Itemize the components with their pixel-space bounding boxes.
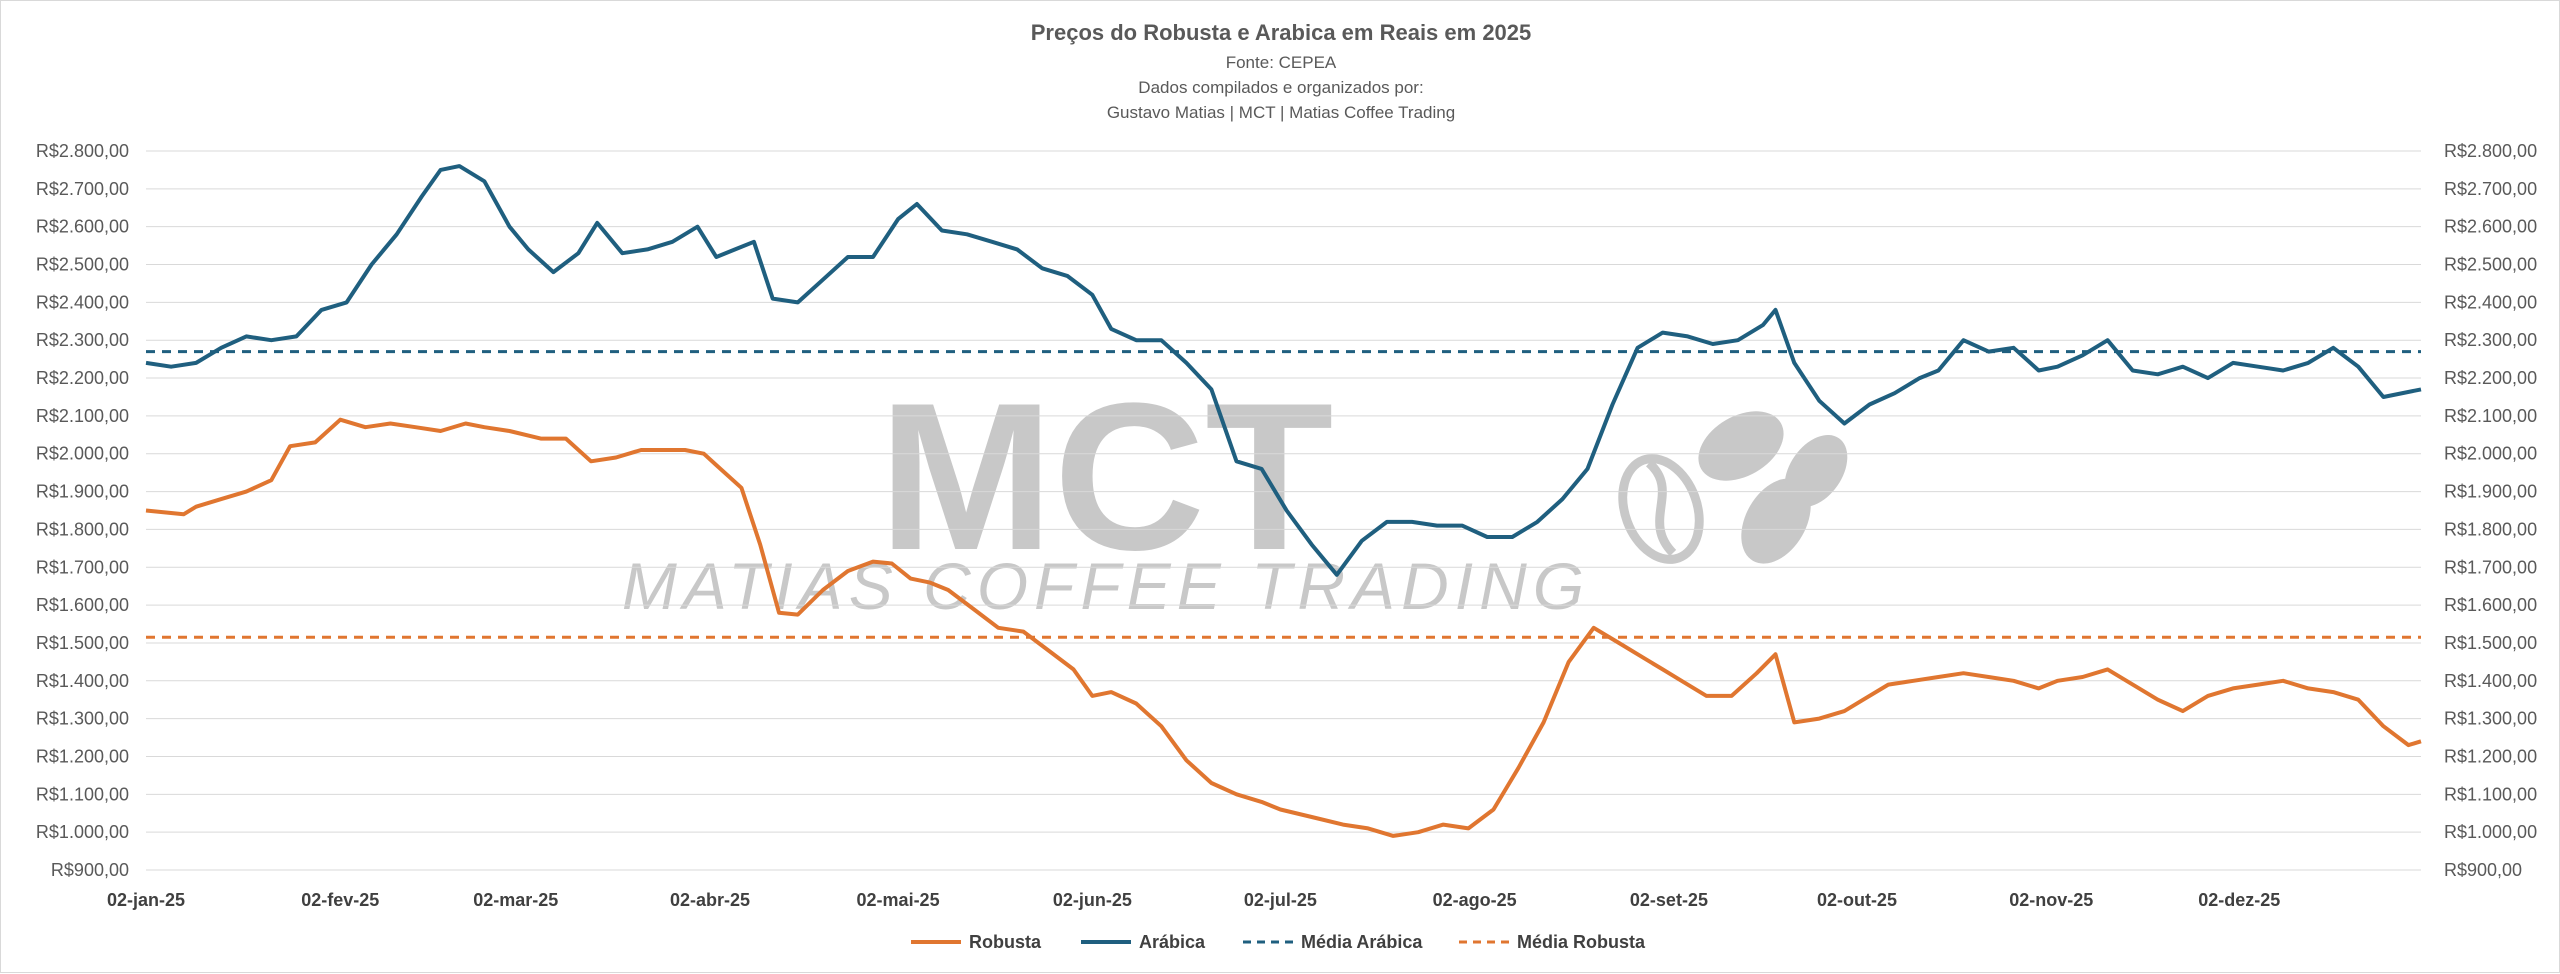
y-tick-label-left: R$2.000,00 (36, 444, 129, 464)
y-tick-label-right: R$1.100,00 (2444, 784, 2537, 804)
y-tick-label-left: R$1.000,00 (36, 822, 129, 842)
legend-label-media-robusta: Média Robusta (1517, 932, 1646, 952)
legend-item-media-arabica[interactable]: Média Arábica (1243, 932, 1423, 952)
y-tick-label-right: R$900,00 (2444, 860, 2522, 880)
y-tick-label-left: R$1.500,00 (36, 633, 129, 653)
y-tick-label-right: R$2.800,00 (2444, 141, 2537, 161)
y-tick-label-left: R$2.600,00 (36, 217, 129, 237)
chart-subtitle-author: Gustavo Matias | MCT | Matias Coffee Tra… (1107, 103, 1455, 122)
legend-item-robusta[interactable]: Robusta (911, 932, 1042, 952)
y-tick-label-right: R$1.500,00 (2444, 633, 2537, 653)
x-tick-label: 02-jan-25 (107, 890, 185, 910)
y-tick-label-left: R$2.400,00 (36, 292, 129, 312)
x-tick-label: 02-out-25 (1817, 890, 1897, 910)
legend-label-arabica: Arábica (1139, 932, 1206, 952)
y-tick-label-right: R$2.400,00 (2444, 292, 2537, 312)
x-tick-label: 02-dez-25 (2198, 890, 2280, 910)
y-tick-label-left: R$2.700,00 (36, 179, 129, 199)
y-tick-label-left: R$1.400,00 (36, 671, 129, 691)
mct-watermark-logo: MCT MATIAS COFFEE TRADING (622, 359, 1848, 623)
chart-subtitle-compiled-by: Dados compilados e organizados por: (1138, 78, 1423, 97)
x-tick-label: 02-mar-25 (473, 890, 558, 910)
y-tick-label-left: R$900,00 (51, 860, 129, 880)
legend-label-media-arabica: Média Arábica (1301, 932, 1423, 952)
chart-title: Preços do Robusta e Arabica em Reais em … (1031, 20, 1532, 45)
y-tick-label-left: R$2.800,00 (36, 141, 129, 161)
y-axis-right: R$900,00 R$1.000,00 R$1.100,00 R$1.200,00 R$… (2444, 141, 2537, 880)
x-tick-label: 02-fev-25 (301, 890, 379, 910)
series-line-arabica (145, 164, 2422, 577)
coffee-beans-icon (1618, 411, 1848, 564)
y-tick-label-right: R$1.300,00 (2444, 709, 2537, 729)
legend-item-arabica[interactable]: Arábica (1081, 932, 1206, 952)
legend-item-media-robusta[interactable]: Média Robusta (1459, 932, 1646, 952)
x-tick-label: 02-ago-25 (1433, 890, 1517, 910)
x-tick-label: 02-jun-25 (1053, 890, 1132, 910)
y-tick-label-left: R$1.700,00 (36, 557, 129, 577)
y-tick-label-left: R$2.200,00 (36, 368, 129, 388)
watermark-main-text: MCT (879, 359, 1334, 594)
y-tick-label-left: R$1.100,00 (36, 784, 129, 804)
y-tick-label-right: R$2.600,00 (2444, 217, 2537, 237)
y-tick-label-right: R$1.900,00 (2444, 482, 2537, 502)
x-tick-label: 02-set-25 (1630, 890, 1708, 910)
y-axis-left: R$900,00 R$1.000,00 R$1.100,00 R$1.200,00 R$… (36, 141, 129, 880)
y-tick-label-right: R$2.500,00 (2444, 255, 2537, 275)
y-tick-label-right: R$1.200,00 (2444, 746, 2537, 766)
y-tick-label-right: R$1.600,00 (2444, 595, 2537, 615)
y-tick-label-left: R$1.200,00 (36, 746, 129, 766)
legend: Robusta Arábica Média Arábica Média Robu… (911, 932, 1646, 952)
y-tick-label-right: R$1.800,00 (2444, 519, 2537, 539)
watermark-sub-text: MATIAS COFFEE TRADING (622, 549, 1590, 623)
x-tick-label: 02-abr-25 (670, 890, 750, 910)
y-tick-label-left: R$1.900,00 (36, 482, 129, 502)
legend-label-robusta: Robusta (969, 932, 1042, 952)
y-tick-label-right: R$1.000,00 (2444, 822, 2537, 842)
y-tick-label-right: R$2.700,00 (2444, 179, 2537, 199)
series-line-robusta (145, 417, 2422, 838)
y-tick-label-left: R$2.300,00 (36, 330, 129, 350)
y-tick-label-right: R$1.400,00 (2444, 671, 2537, 691)
y-tick-label-left: R$1.800,00 (36, 519, 129, 539)
x-tick-label: 02-nov-25 (2009, 890, 2093, 910)
y-tick-label-left: R$1.300,00 (36, 709, 129, 729)
x-axis: 02-jan-25 02-fev-25 02-mar-25 02-abr-25 02-m… (107, 890, 2280, 910)
x-tick-label: 02-mai-25 (857, 890, 940, 910)
y-tick-label-left: R$2.100,00 (36, 406, 129, 426)
y-tick-label-left: R$2.500,00 (36, 255, 129, 275)
y-tick-label-right: R$2.000,00 (2444, 444, 2537, 464)
chart-subtitle-source: Fonte: CEPEA (1226, 53, 1337, 72)
y-tick-label-right: R$2.300,00 (2444, 330, 2537, 350)
y-tick-label-left: R$1.600,00 (36, 595, 129, 615)
y-tick-label-right: R$1.700,00 (2444, 557, 2537, 577)
y-tick-label-right: R$2.200,00 (2444, 368, 2537, 388)
series-layer (145, 164, 2422, 838)
x-tick-label: 02-jul-25 (1244, 890, 1317, 910)
gridlines (146, 150, 2421, 871)
y-tick-label-right: R$2.100,00 (2444, 406, 2537, 426)
